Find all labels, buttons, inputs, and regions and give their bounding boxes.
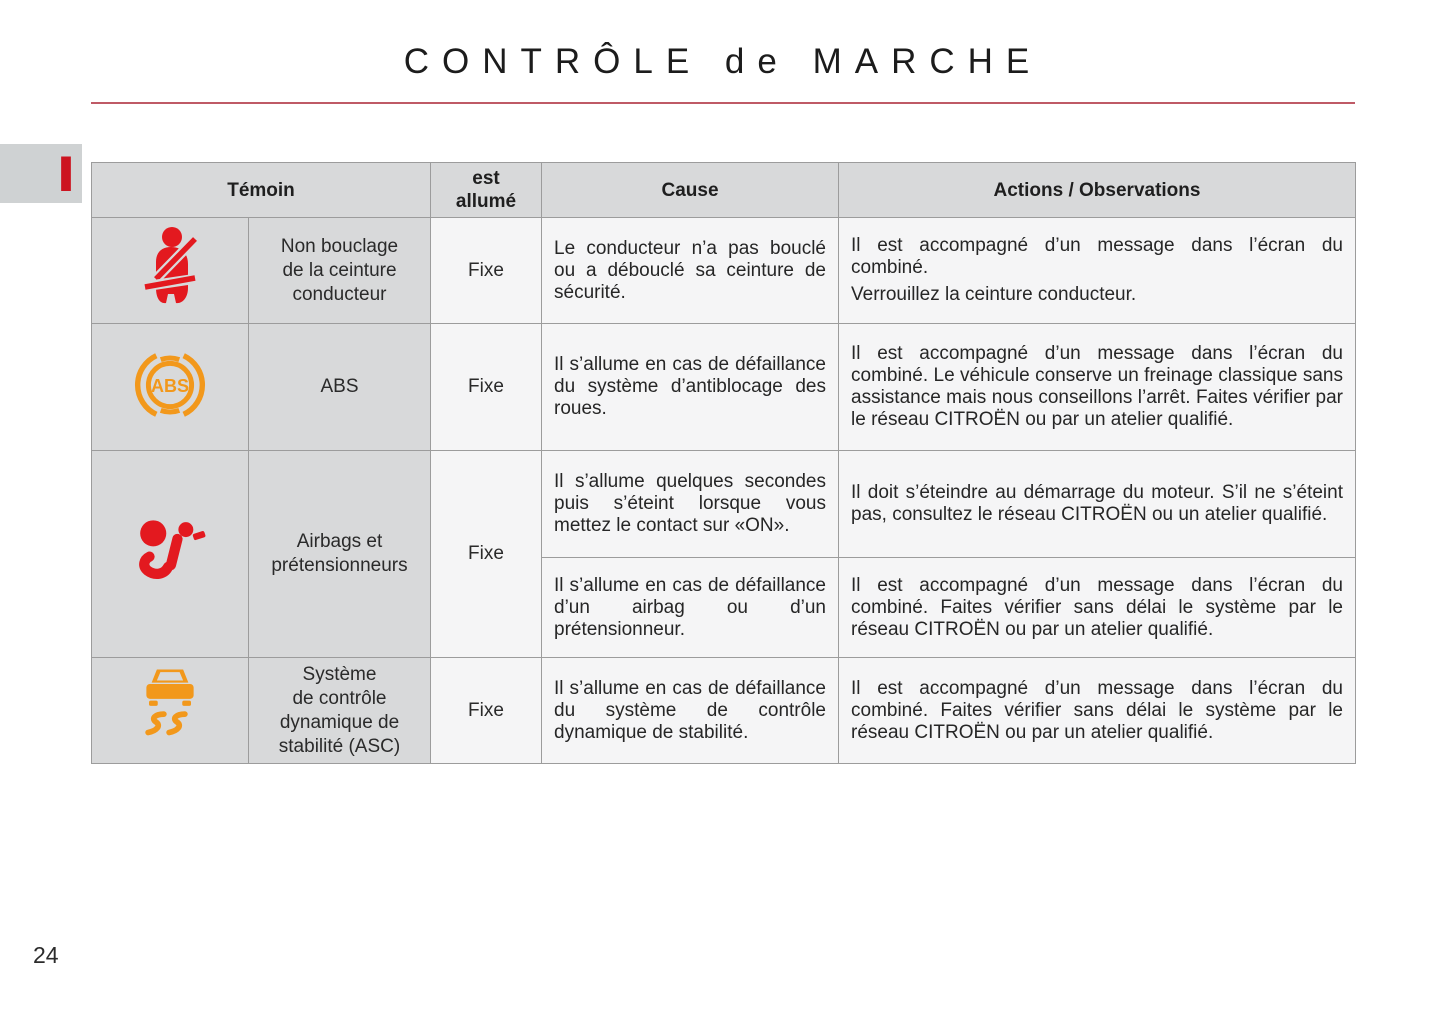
- col-header-cause: Cause: [541, 162, 839, 218]
- row-cause: Il s’allume en cas de défaillance du sys…: [541, 323, 839, 451]
- stability-control-warning-icon: [145, 669, 194, 736]
- section-tab: I: [0, 144, 82, 203]
- actions-paragraph: Verrouillez la ceinture conducteur.: [851, 284, 1137, 305]
- row-cause: Il s’allume en cas de défaillance du sys…: [541, 657, 839, 764]
- header-row: Témoin est allumé Cause Actions / Observ…: [91, 162, 1356, 218]
- row-actions: Il est accompagné d’un message dans l’éc…: [838, 217, 1356, 324]
- table-row-airbag: Airbags et prétensionneurs Fixe Il s’all…: [91, 450, 1356, 658]
- abs-icon-text: ABS: [151, 375, 189, 395]
- col-header-actions: Actions / Observations: [838, 162, 1356, 218]
- table-row-stability: Système de contrôle dynamique de stabili…: [91, 657, 1356, 764]
- airbag-warning-icon: [139, 519, 206, 579]
- row-state: Fixe: [430, 657, 542, 764]
- row-label: Airbags et prétensionneurs: [248, 450, 431, 658]
- table-row-airbag-sub: Il s’allume en cas de défaillance d’un a…: [92, 557, 1356, 658]
- col-header-temoin: Témoin: [91, 162, 431, 218]
- row-cause: Le conducteur n’a pas bouclé ou a débouc…: [541, 217, 839, 324]
- abs-icon-cell: ABS: [91, 323, 249, 451]
- row-actions: Il est accompagné d’un message dans l’éc…: [838, 557, 1356, 658]
- actions-paragraph: Il est accompagné d’un message dans l’éc…: [851, 574, 1343, 640]
- seatbelt-icon-cell: [91, 217, 249, 324]
- row-state: Fixe: [430, 450, 542, 658]
- row-cause: Il s’allume en cas de défaillance d’un a…: [541, 557, 839, 658]
- table-row-seatbelt: Non bouclage de la ceinture conducteur F…: [91, 217, 1356, 324]
- row-actions: Il est accompagné d’un message dans l’éc…: [838, 657, 1356, 764]
- airbag-icon-cell: [91, 450, 249, 658]
- row-label: Non bouclage de la ceinture conducteur: [248, 217, 431, 324]
- title-rule: [91, 102, 1355, 104]
- actions-paragraph: Il doit s’éteindre au démarrage du moteu…: [851, 482, 1343, 525]
- page-title: CONTRÔLE de MARCHE: [403, 42, 1043, 81]
- table-row-abs: ABS ABS Fixe Il s’allume en cas de défai…: [91, 323, 1356, 451]
- abs-warning-icon: ABS: [134, 352, 206, 417]
- row-actions: Il est accompagné d’un message dans l’éc…: [838, 323, 1356, 451]
- actions-paragraph: Il est accompagné d’un message dans l’éc…: [851, 235, 1343, 278]
- row-state: Fixe: [430, 323, 542, 451]
- actions-paragraph: Il est accompagné d’un message dans l’éc…: [851, 677, 1343, 743]
- page-number: 24: [33, 942, 59, 968]
- row-actions: Il doit s’éteindre au démarrage du moteu…: [838, 450, 1356, 558]
- row-label: Système de contrôle dynamique de stabili…: [248, 657, 431, 764]
- row-cause: Il s’allume quelques secondes puis s’éte…: [541, 450, 839, 558]
- section-tab-label: I: [56, 145, 76, 202]
- col-header-est-allume: est allumé: [430, 162, 542, 218]
- row-label: ABS: [248, 323, 431, 451]
- stability-icon-cell: [91, 657, 249, 764]
- actions-paragraph: Il est accompagné d’un message dans l’éc…: [851, 343, 1343, 430]
- warning-lights-table: Témoin est allumé Cause Actions / Observ…: [91, 162, 1356, 764]
- seatbelt-warning-icon: [144, 227, 197, 304]
- row-state: Fixe: [430, 217, 542, 324]
